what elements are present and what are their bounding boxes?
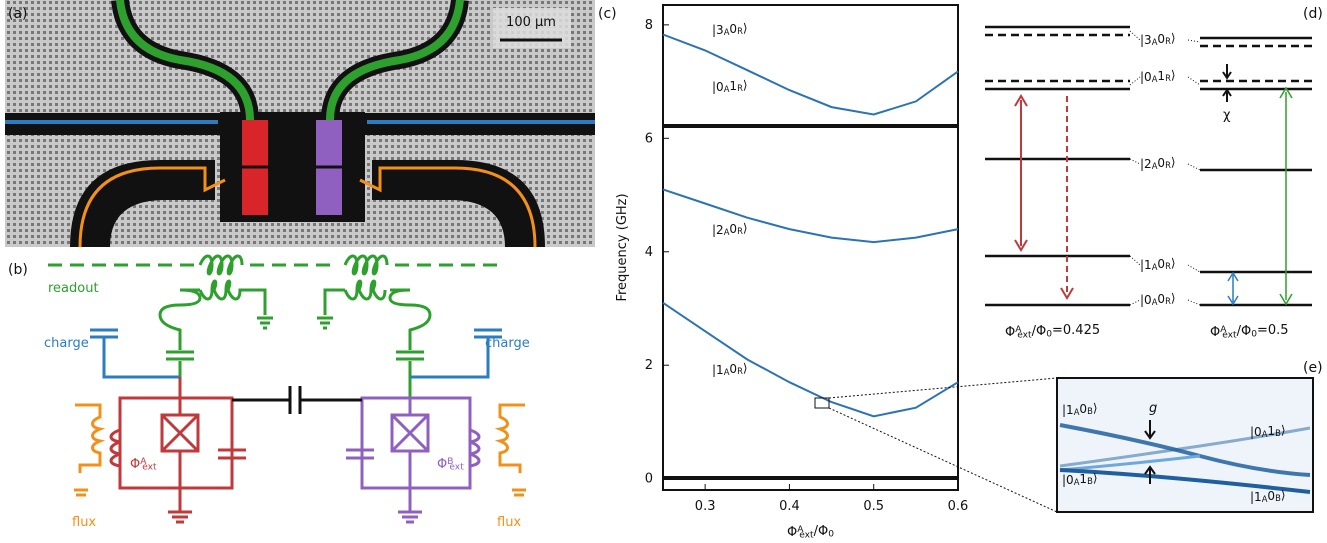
y-axis-label: Frequency (GHz): [615, 193, 630, 301]
y-tick-label: 4: [645, 244, 653, 259]
state-label: |1A0R⟩: [712, 361, 748, 377]
readout-label: readout: [48, 281, 99, 296]
flux-label: flux: [72, 515, 96, 530]
series-line: [663, 35, 958, 115]
state-label: |0A1R⟩: [712, 78, 748, 94]
circuit: [48, 256, 526, 522]
level-label: |0A0R⟩: [1140, 291, 1176, 307]
chi-label: χ: [1223, 108, 1231, 123]
zoom: [815, 378, 1313, 512]
panel-label: (d): [1303, 6, 1323, 22]
panel-label: (c): [598, 6, 617, 22]
micrograph: 100 μm: [5, 0, 595, 247]
state-label: |2A0R⟩: [712, 221, 748, 237]
charge-label: charge: [485, 336, 530, 351]
panel-label: (a): [8, 6, 28, 22]
plot-frame: [663, 5, 958, 490]
figure: 100 μm (a) (b) readout charge charge flu…: [0, 0, 1327, 543]
y-tick-label: 0: [645, 471, 653, 486]
series-line: [663, 303, 958, 417]
level-label: |2A0R⟩: [1140, 155, 1176, 171]
level-label: |3A0R⟩: [1140, 31, 1176, 47]
state-label: |1A0B⟩: [1250, 488, 1286, 504]
state-label: |1A0B⟩: [1062, 401, 1098, 417]
state-label: |0A1B⟩: [1062, 471, 1098, 487]
state-label: |0A1B⟩: [1250, 423, 1286, 439]
flux-label: flux: [497, 515, 521, 530]
level-label: |1A0R⟩: [1140, 256, 1176, 272]
x-tick-label: 0.5: [863, 499, 884, 514]
panel-label: (b): [8, 262, 28, 278]
panel-label: (e): [1303, 360, 1323, 376]
state-label: |3A0R⟩: [712, 21, 748, 37]
y-tick-label: 6: [645, 131, 653, 146]
x-tick-label: 0.3: [695, 499, 716, 514]
x-tick-label: 0.6: [948, 499, 969, 514]
coupling-label: g: [1149, 401, 1157, 416]
y-tick-label: 8: [645, 17, 653, 32]
charge-label: charge: [44, 336, 89, 351]
scale-bar-label: 100 μm: [506, 15, 556, 30]
level-label: |0A1R⟩: [1140, 68, 1176, 84]
x-tick-label: 0.4: [779, 499, 800, 514]
y-tick-label: 2: [645, 358, 653, 373]
series-line: [663, 189, 958, 242]
